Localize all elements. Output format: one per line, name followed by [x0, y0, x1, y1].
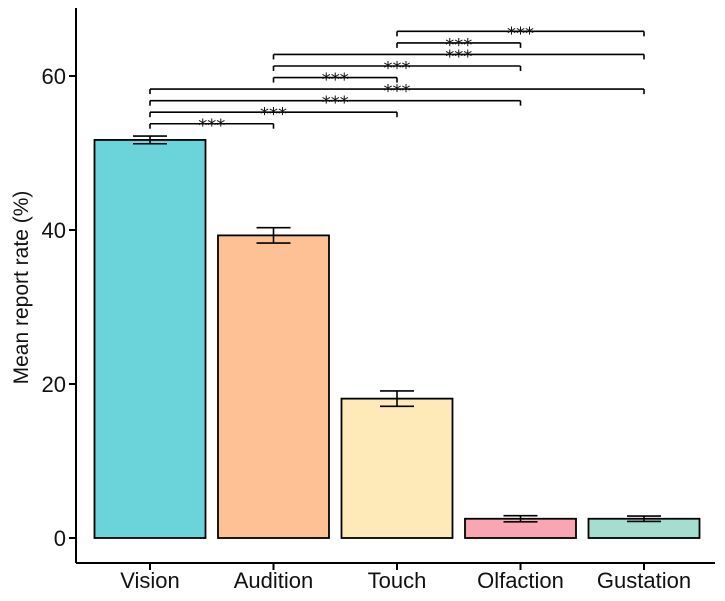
y-axis-title: Mean report rate (%) — [10, 191, 33, 385]
significance-bracket: *** — [272, 70, 398, 91]
x-tick-label-touch: Touch — [368, 568, 427, 593]
error-bar-touch — [380, 390, 414, 408]
error-bar-olfaction — [503, 514, 538, 523]
bar-audition — [217, 234, 330, 539]
significance-label: *** — [322, 70, 349, 91]
significance-bracket: *** — [272, 46, 645, 67]
y-tick-label: 40 — [42, 218, 66, 243]
significance-bracket: *** — [272, 58, 522, 79]
significance-label: *** — [260, 104, 287, 125]
x-axis: Vision Audition Touch Olfaction Gustation — [76, 562, 715, 593]
error-bar-gustation — [627, 515, 661, 523]
error-bars — [133, 135, 661, 523]
significance-bracket: *** — [149, 104, 398, 125]
significance-bracket: *** — [149, 93, 522, 114]
significance-label: *** — [445, 35, 472, 56]
x-tick-label-audition: Audition — [234, 568, 314, 593]
x-tick-label-vision: Vision — [120, 568, 180, 593]
x-tick-label-olfaction: Olfaction — [477, 568, 564, 593]
error-bar-vision — [133, 135, 167, 145]
significance-label: *** — [322, 93, 349, 114]
significance-label: *** — [445, 46, 472, 67]
significance-bracket: *** — [396, 23, 645, 44]
y-tick-label: 60 — [42, 64, 66, 89]
y-tick-label: 0 — [54, 526, 66, 551]
bar-touch — [340, 397, 454, 539]
significance-label: *** — [384, 81, 411, 102]
bar-vision — [93, 139, 207, 539]
significance-label: *** — [198, 116, 225, 137]
error-bar-audition — [256, 226, 291, 244]
bars — [93, 139, 701, 539]
significance-label: *** — [507, 23, 534, 44]
significance-bracket: *** — [149, 116, 275, 137]
x-tick-label-gustation: Gustation — [597, 568, 691, 593]
y-axis: 0 20 40 60 — [42, 8, 77, 563]
significance-brackets: *************************** — [149, 23, 645, 137]
significance-bracket: *** — [396, 35, 522, 56]
y-tick-label: 20 — [42, 372, 66, 397]
significance-label: *** — [384, 58, 411, 79]
significance-bracket: *** — [149, 81, 645, 102]
